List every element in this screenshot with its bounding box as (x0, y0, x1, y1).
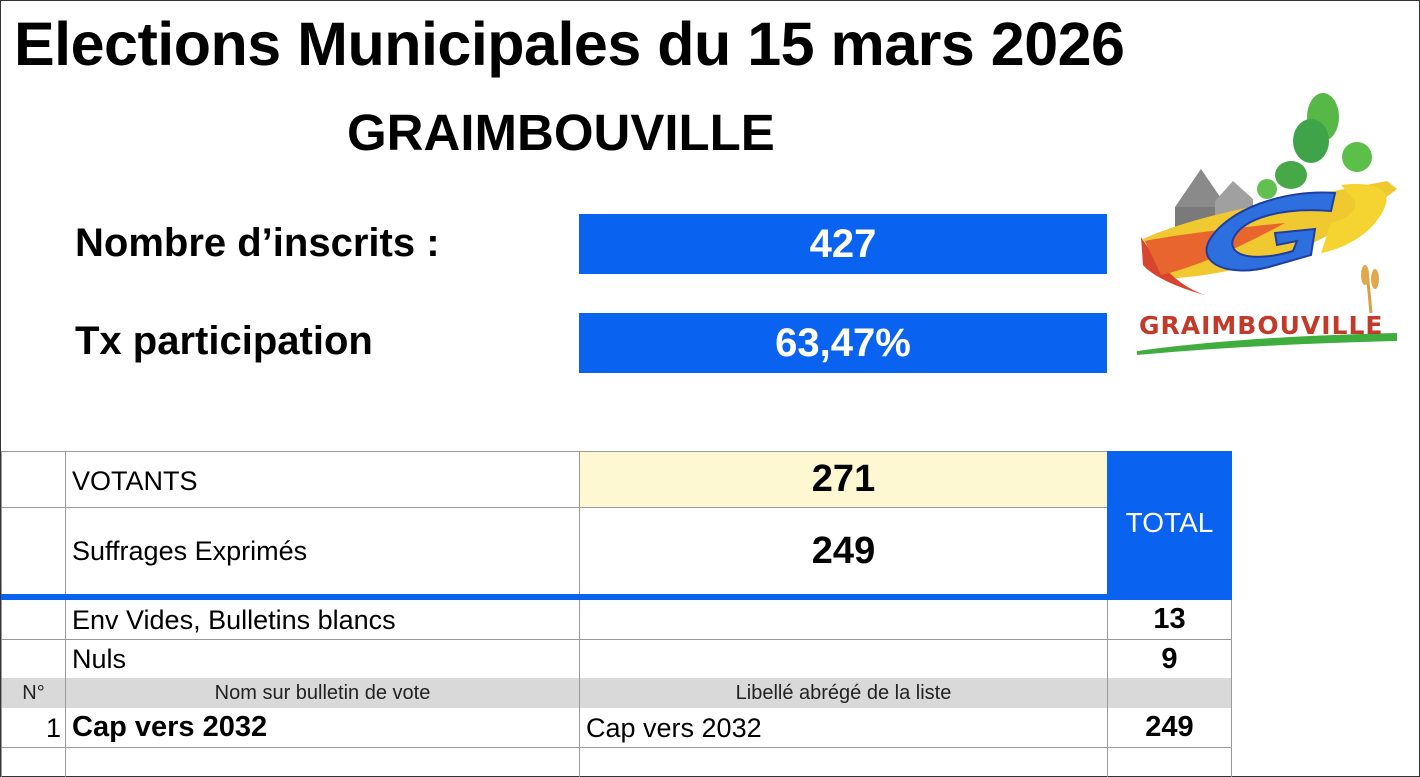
nuls-label: Nuls (65, 640, 579, 678)
suffrages-value: 249 (579, 508, 1107, 594)
row-spacer (1, 640, 65, 678)
village-logo: GRAIMBOUVILLE (1135, 89, 1397, 359)
votants-value: 271 (579, 451, 1107, 508)
participation-label: Tx participation (75, 319, 373, 363)
empty-cell (1, 748, 65, 777)
list-votes: 249 (1107, 708, 1232, 748)
empty-cell (65, 748, 579, 777)
participation-value: 63,47% (579, 313, 1107, 373)
row-spacer (1, 508, 65, 594)
nuls-value: 9 (1107, 640, 1232, 678)
inscrits-value: 427 (579, 214, 1107, 274)
total-header: TOTAL (1107, 451, 1232, 594)
suffrages-label: Suffrages Exprimés (65, 508, 579, 594)
column-header-libelle: Libellé abrégé de la liste (579, 678, 1107, 708)
blancs-label: Env Vides, Bulletins blancs (65, 600, 579, 640)
empty-cell (579, 600, 1107, 640)
list-short-label: Cap vers 2032 (579, 708, 1107, 748)
empty-cell (1107, 748, 1232, 777)
list-name: Cap vers 2032 (65, 708, 579, 748)
column-header-nom: Nom sur bulletin de vote (65, 678, 579, 708)
votants-label: VOTANTS (65, 451, 579, 508)
inscrits-label: Nombre d’inscrits : (75, 221, 440, 265)
column-header-voix (1107, 678, 1232, 708)
row-spacer (1, 451, 65, 508)
blancs-value: 13 (1107, 600, 1232, 640)
commune-name: GRAIMBOUVILLE (347, 104, 775, 161)
empty-cell (579, 640, 1107, 678)
column-header-num: N° (1, 678, 65, 708)
row-spacer (1, 600, 65, 640)
separator-line (1, 594, 1232, 600)
logo-text: GRAIMBOUVILLE (1139, 311, 1384, 340)
page-title: Elections Municipales du 15 mars 2026 (14, 10, 1125, 78)
village-logo-icon (1137, 93, 1397, 355)
row-number: 1 (1, 708, 65, 748)
empty-cell (579, 748, 1107, 777)
